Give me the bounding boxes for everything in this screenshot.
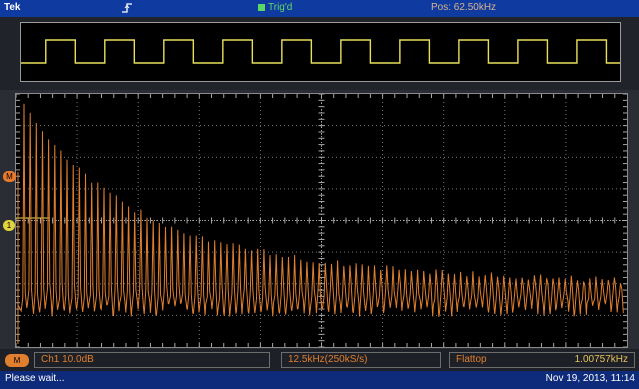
channel-scale-box[interactable]: Ch1 10.0dB — [34, 352, 270, 368]
graticule-plot — [16, 94, 627, 347]
rising-edge-icon — [120, 1, 138, 15]
status-message: Please wait... — [5, 373, 65, 384]
fft-span-text: 12.5kHz(250kS/s) — [288, 354, 368, 365]
channel1-level-marker[interactable]: 1 — [3, 220, 15, 231]
readout-bar: M Ch1 10.0dB 12.5kHz(250kS/s) Flattop 1.… — [0, 349, 639, 371]
fft-spectrum-trace — [17, 103, 624, 317]
fft-graticule — [15, 93, 628, 348]
top-status-bar: Tek Trig'd Pos: 62.50kHz — [0, 0, 639, 17]
zoom-overview-window — [20, 22, 621, 82]
brand-label: Tek — [4, 2, 21, 13]
channel-scale-text: Ch1 10.0dB — [41, 354, 94, 365]
trigger-indicator-icon — [258, 3, 265, 11]
square-wave-trace — [21, 39, 620, 64]
fft-span-box[interactable]: 12.5kHz(250kS/s) — [281, 352, 441, 368]
math-reference-marker[interactable]: M — [3, 171, 16, 182]
trigger-status: Trig'd — [258, 1, 292, 15]
window-box[interactable]: Flattop 1.00757kHz — [449, 352, 635, 368]
overview-waveform — [21, 39, 620, 64]
date-time: Nov 19, 2013, 11:14 — [545, 373, 635, 384]
trigger-status-text: Trig'd — [268, 2, 293, 13]
math-channel-badge[interactable]: M — [5, 354, 29, 367]
bottom-status-bar: Please wait... Nov 19, 2013, 11:14 — [0, 371, 639, 389]
frequency-readout: 1.00757kHz — [574, 354, 628, 365]
graticule-grid — [16, 94, 627, 347]
fft-window-label: Flattop — [456, 354, 487, 365]
horizontal-position-readout[interactable]: Pos: 62.50kHz — [431, 2, 497, 13]
